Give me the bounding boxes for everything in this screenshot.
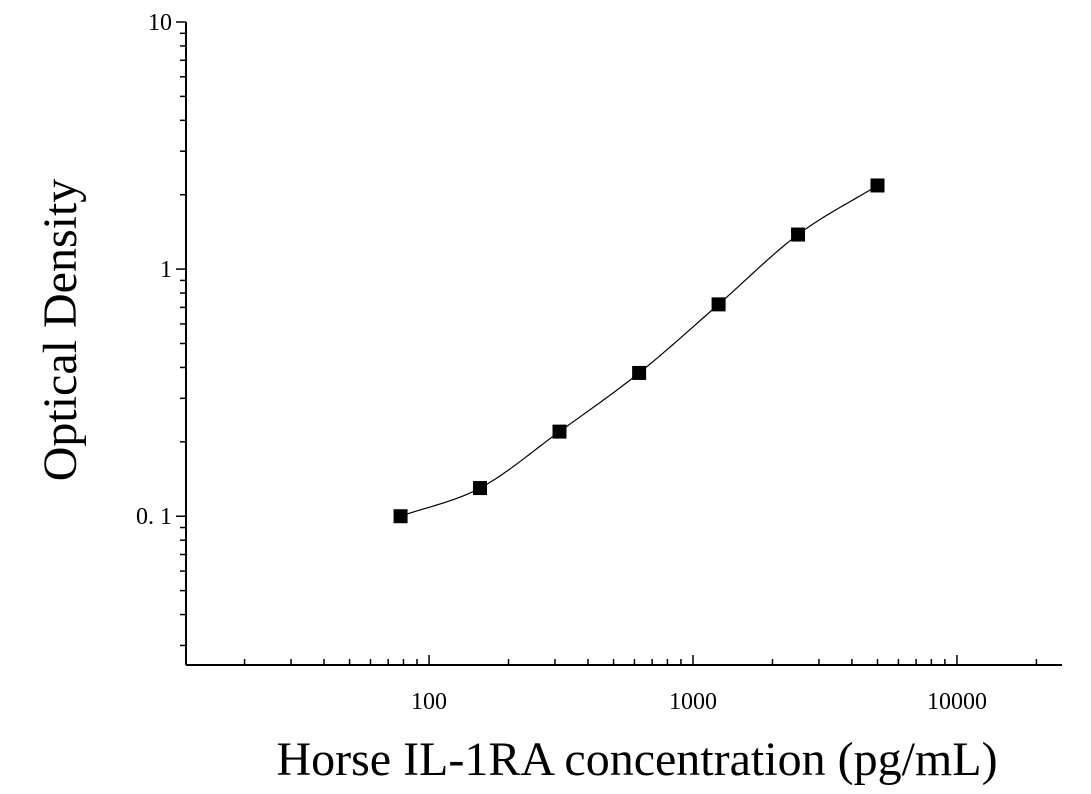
y-tick-label: 0. 1 [136, 504, 172, 530]
y-axis-tick-labels: 0. 1 1 10 [136, 10, 172, 530]
x-tick-label: 1000 [669, 689, 717, 715]
x-axis-title: Horse IL-1RA concentration (pg/mL) [276, 733, 997, 786]
data-points [393, 178, 885, 524]
y-tick-label: 10 [148, 10, 172, 36]
data-point [870, 178, 885, 193]
data-point [552, 424, 567, 439]
y-axis-title: Optical Density [34, 179, 87, 482]
fit-curve-line [400, 184, 878, 517]
data-point [711, 297, 726, 312]
data-point [393, 509, 408, 524]
x-axis-tick-labels: 100 1000 10000 [411, 689, 987, 715]
x-tick-label: 100 [411, 689, 447, 715]
data-point [473, 481, 488, 496]
x-tick-label: 10000 [927, 689, 987, 715]
y-tick-label: 1 [160, 257, 172, 283]
data-point [791, 227, 806, 242]
x-axis-ticks [243, 655, 1038, 665]
axes [185, 22, 1062, 666]
data-point [632, 365, 647, 380]
y-axis-ticks [176, 21, 186, 647]
